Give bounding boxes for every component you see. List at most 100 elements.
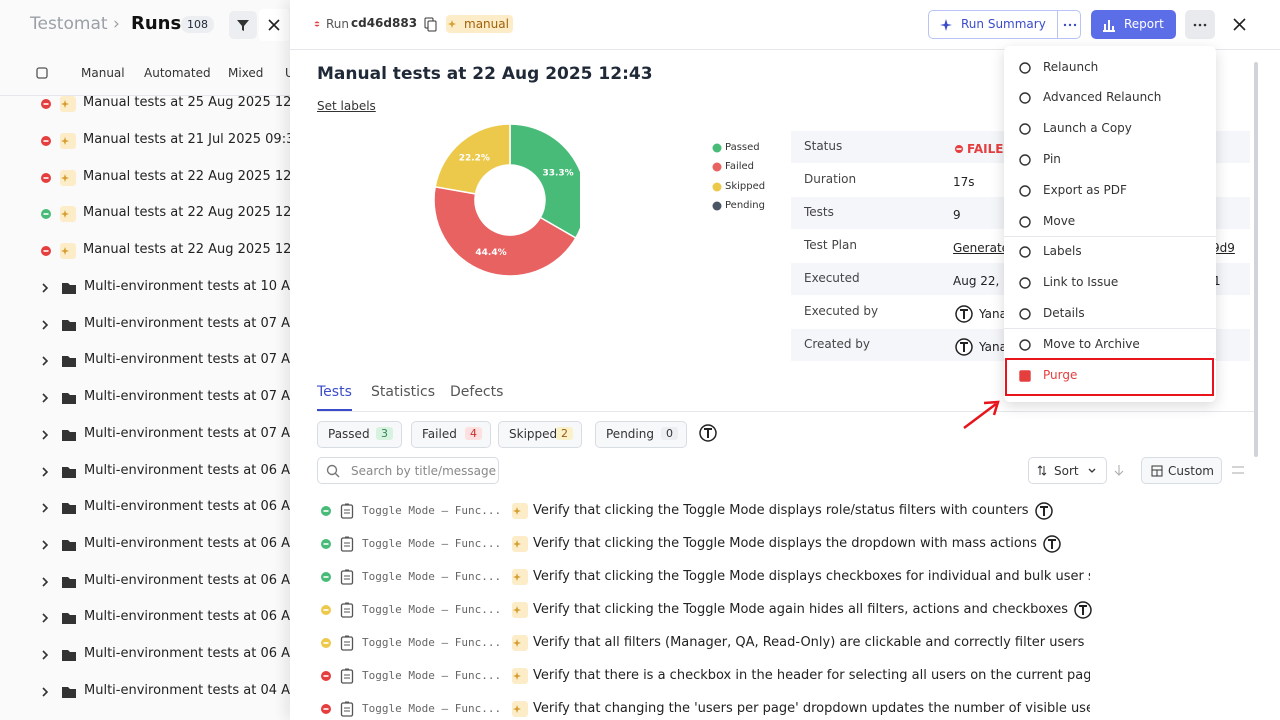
menu-item[interactable]: Labels xyxy=(1043,244,1082,259)
tabs-divider xyxy=(317,411,1257,412)
tab[interactable]: Defects xyxy=(450,384,504,400)
filter-count: 0 xyxy=(661,427,678,440)
donut-chart: 33.3% 44.4% 22.2% xyxy=(433,123,580,277)
menu-item[interactable]: Export as PDF xyxy=(1043,182,1127,197)
folder-title[interactable]: Multi-environment tests at 06 Aug xyxy=(84,572,290,588)
handle xyxy=(335,473,340,478)
test-title[interactable]: Verify that clicking the Toggle Mode aga… xyxy=(533,602,1068,617)
slice-label: 44.4% xyxy=(475,248,506,258)
menu-icon xyxy=(1019,184,1031,197)
sidebar-tab[interactable]: U xyxy=(285,66,294,80)
more-button[interactable] xyxy=(1185,10,1215,39)
filter-button[interactable] xyxy=(229,11,257,39)
report-button[interactable]: Report xyxy=(1091,10,1176,39)
folder xyxy=(62,613,76,625)
run-summary-button[interactable]: Run Summary xyxy=(928,10,1058,39)
status-glyph xyxy=(43,139,49,142)
menu-icon xyxy=(1019,61,1031,74)
menu-item[interactable]: Details xyxy=(1043,305,1085,320)
close-filter xyxy=(259,9,289,41)
slice-label: 22.2% xyxy=(459,153,490,163)
brand: Testomat xyxy=(30,14,108,34)
menu-item[interactable]: Purge xyxy=(1043,367,1078,382)
chevron xyxy=(42,687,49,697)
status-icon xyxy=(955,145,963,153)
chevron xyxy=(42,613,49,623)
filter-icon xyxy=(237,20,249,31)
sidebar-tab[interactable]: Manual xyxy=(81,66,125,80)
menu-item[interactable]: Link to Issue xyxy=(1043,275,1119,290)
chevron xyxy=(42,650,49,660)
sidebar-tab[interactable]: Automated xyxy=(144,66,211,80)
run-title[interactable]: Manual tests at 22 Aug 2025 12:4 xyxy=(83,242,290,258)
menu-item[interactable]: Pin xyxy=(1043,151,1061,166)
icon-shape xyxy=(1019,246,1031,258)
search-input[interactable]: Search by title/message xyxy=(317,457,499,484)
swatch xyxy=(712,201,722,211)
filter-chip[interactable]: Skipped 2 xyxy=(498,421,582,448)
folder-title[interactable]: Multi-environment tests at 10 Aug xyxy=(84,279,290,294)
sidebar-tab[interactable]: Mixed xyxy=(228,66,264,80)
folder-title[interactable]: Multi-environment tests at 07 Aug xyxy=(84,315,290,331)
menu-item[interactable]: Move to Archive xyxy=(1043,336,1140,351)
menu-item[interactable]: Move xyxy=(1043,213,1076,228)
test-title[interactable]: Verify that there is a checkbox in the h… xyxy=(533,668,1090,683)
folder-icons xyxy=(42,319,76,331)
folder-title[interactable]: Multi-environment tests at 06 Aug xyxy=(84,462,290,478)
sparkle-icon xyxy=(940,19,952,31)
clipboard-lines xyxy=(344,503,350,514)
search-icon xyxy=(326,464,340,478)
test-title[interactable]: Verify that changing the 'users per page… xyxy=(533,701,1090,716)
folder xyxy=(62,319,76,331)
filter-chip[interactable]: Failed 4 xyxy=(411,421,491,448)
folder-title[interactable]: Multi-environment tests at 06 Aug xyxy=(84,535,290,551)
checkbox xyxy=(36,67,48,79)
folder-title[interactable]: Multi-environment tests at 07 Aug xyxy=(84,352,290,368)
set-labels[interactable]: Set labels xyxy=(317,99,376,113)
tab[interactable]: Statistics xyxy=(371,384,435,400)
sort-button[interactable]: Sort xyxy=(1028,457,1107,484)
run-title[interactable]: Manual tests at 21 Jul 2025 09:39 xyxy=(83,131,290,147)
test-title[interactable]: Verify that clicking the Toggle Mode dis… xyxy=(533,569,1090,584)
folder-title[interactable]: Multi-environment tests at 06 Aug xyxy=(84,609,290,625)
report-label: Report xyxy=(1124,17,1164,31)
menu-icon xyxy=(1019,215,1031,228)
folder-icons xyxy=(42,576,76,588)
scrollbar xyxy=(1254,62,1258,457)
folder-icons xyxy=(42,393,76,405)
test-title[interactable]: Verify that clicking the Toggle Mode dis… xyxy=(533,536,1037,551)
sparkle xyxy=(513,573,521,581)
filter-chip[interactable]: Pending 0 xyxy=(595,421,687,448)
filter-label: Failed xyxy=(422,427,457,441)
icon-shape xyxy=(1019,184,1031,197)
run-title[interactable]: Manual tests at 22 Aug 2025 12:4 xyxy=(83,168,290,184)
menu-item[interactable]: Launch a Copy xyxy=(1043,121,1132,136)
folder-title[interactable]: Multi-environment tests at 06 Aug xyxy=(84,646,290,661)
test-title[interactable]: Verify that clicking the Toggle Mode dis… xyxy=(533,503,1029,518)
section-title: Runs xyxy=(131,13,182,34)
custom-button[interactable]: Custom xyxy=(1141,457,1222,484)
status-glyph xyxy=(323,708,329,710)
summary-more[interactable] xyxy=(1057,10,1081,39)
copy-front xyxy=(427,20,437,32)
menu-icon xyxy=(1019,246,1031,258)
tab[interactable]: Tests xyxy=(317,384,352,400)
filter-chip[interactable]: Passed 3 xyxy=(317,421,402,448)
folder-title[interactable]: Multi-environment tests at 06 Aug xyxy=(84,499,290,515)
info-label: Created by xyxy=(804,337,871,351)
folder-title[interactable]: Multi-environment tests at 07 Aug xyxy=(84,389,290,405)
run-title[interactable]: Manual tests at 22 Aug 2025 12:4 xyxy=(83,205,290,221)
test-title[interactable]: Verify that all filters (Manager, QA, Re… xyxy=(533,635,1085,650)
menu-item[interactable]: Advanced Relaunch xyxy=(1043,90,1162,105)
manual-icon xyxy=(512,635,528,651)
run-title[interactable]: Manual tests at 25 Aug 2025 12:12 xyxy=(83,95,290,110)
folder-title[interactable]: Multi-environment tests at 04 Aug xyxy=(84,682,290,698)
clipboard-icon xyxy=(340,668,354,684)
folder xyxy=(62,466,76,478)
chevron xyxy=(42,393,49,403)
folder-title[interactable]: Multi-environment tests at 07 Aug xyxy=(84,425,290,441)
status-icon xyxy=(321,671,331,681)
menu-item[interactable]: Relaunch xyxy=(1043,59,1099,74)
folder xyxy=(62,576,76,588)
avatar-t xyxy=(704,428,712,438)
